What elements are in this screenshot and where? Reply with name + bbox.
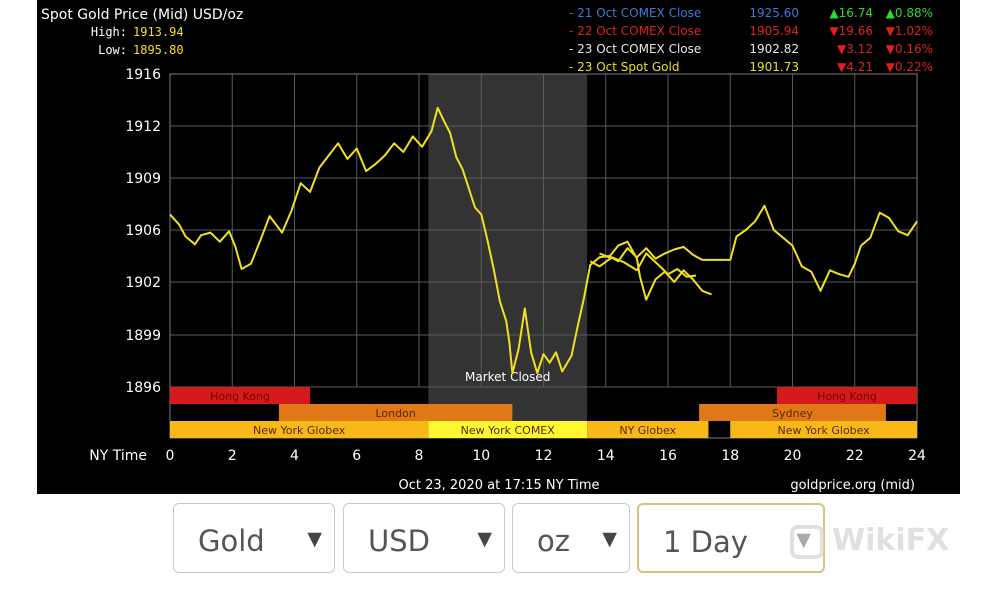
chart-selectors: Gold ▼ USD ▼ oz ▼ 1 Day ▼ bbox=[0, 503, 995, 578]
x-tick-label: 10 bbox=[472, 448, 490, 464]
timeframe-select[interactable]: 1 Day ▼ bbox=[637, 503, 825, 573]
legend-label: - 21 Oct COMEX Close bbox=[569, 6, 701, 20]
legend-label: - 23 Oct COMEX Close bbox=[569, 42, 701, 56]
session-bar bbox=[428, 421, 588, 438]
session-bar bbox=[278, 404, 513, 421]
session-label: Hong Kong bbox=[210, 390, 270, 403]
y-tick-label: 1906 bbox=[125, 223, 161, 239]
session-label: New York COMEX bbox=[461, 424, 556, 437]
x-tick-label: 8 bbox=[415, 448, 424, 464]
watermark-text: WikiFX bbox=[832, 523, 950, 558]
market-closed-region bbox=[428, 74, 588, 438]
x-tick-label: 18 bbox=[721, 448, 739, 464]
x-tick-label: 16 bbox=[659, 448, 677, 464]
session-label: Hong Kong bbox=[817, 390, 877, 403]
session-bar bbox=[730, 421, 917, 438]
legend-change: ▲16.74 bbox=[829, 6, 873, 20]
x-tick-label: 22 bbox=[846, 448, 864, 464]
session-label: London bbox=[375, 407, 415, 420]
session-label: New York Globex bbox=[778, 424, 871, 437]
high-label: High: bbox=[91, 25, 127, 39]
session-bar bbox=[587, 421, 709, 438]
watermark-icon bbox=[790, 524, 824, 559]
legend-price: 1925.60 bbox=[749, 6, 799, 20]
gold-price-chart-panel: Spot Gold Price (Mid) USD/oz High: 1913.… bbox=[37, 0, 960, 494]
x-tick-label: 4 bbox=[290, 448, 299, 464]
x-axis-label: NY Time bbox=[89, 448, 147, 464]
y-tick-label: 1902 bbox=[125, 275, 161, 291]
legend-label: - 22 Oct COMEX Close bbox=[569, 24, 701, 38]
legend-percent: ▼0.16% bbox=[886, 42, 933, 56]
legend-percent: ▲0.88% bbox=[886, 6, 933, 20]
watermark-logo: WikiFX bbox=[790, 523, 949, 559]
session-label: Sydney bbox=[772, 407, 813, 420]
session-bar bbox=[699, 404, 886, 421]
x-tick-label: 20 bbox=[784, 448, 802, 464]
y-tick-label: 1916 bbox=[125, 67, 161, 83]
legend-percent: ▼0.22% bbox=[886, 60, 933, 74]
y-tick-label: 1896 bbox=[125, 380, 161, 396]
legend-label: - 23 Oct Spot Gold bbox=[569, 60, 679, 74]
x-tick-label: 0 bbox=[166, 448, 175, 464]
chart-title: Spot Gold Price (Mid) USD/oz bbox=[41, 7, 243, 23]
legend-change: ▼19.66 bbox=[829, 24, 873, 38]
metal-select-value: Gold bbox=[198, 524, 265, 558]
legend-price: 1902.82 bbox=[749, 42, 799, 56]
y-tick-label: 1909 bbox=[125, 171, 161, 187]
unit-select-value: oz bbox=[537, 524, 570, 558]
high-value: 1913.94 bbox=[133, 25, 184, 39]
low-value: 1895.80 bbox=[133, 43, 184, 57]
timeframe-select-value: 1 Day bbox=[663, 525, 748, 559]
session-bar bbox=[170, 387, 311, 404]
unit-select[interactable]: oz ▼ bbox=[512, 503, 630, 573]
session-label: NY Globex bbox=[619, 424, 676, 437]
legend-price: 1901.73 bbox=[749, 60, 799, 74]
y-tick-label: 1899 bbox=[125, 328, 161, 344]
metal-select[interactable]: Gold ▼ bbox=[173, 503, 335, 573]
x-tick-label: 2 bbox=[228, 448, 237, 464]
legend-price: 1905.94 bbox=[749, 24, 799, 38]
x-tick-label: 12 bbox=[535, 448, 553, 464]
legend: - 21 Oct COMEX Close 1925.60 ▲16.74 ▲0.88% -… bbox=[569, 6, 933, 74]
price-series-line bbox=[599, 240, 712, 301]
legend-change: ▼3.12 bbox=[837, 42, 873, 56]
x-tick-label: 24 bbox=[908, 448, 926, 464]
currency-select-value: USD bbox=[368, 524, 430, 558]
gold-price-chart: Spot Gold Price (Mid) USD/oz High: 1913.… bbox=[41, 6, 933, 493]
chevron-down-icon: ▼ bbox=[477, 528, 492, 550]
legend-percent: ▼1.02% bbox=[886, 24, 933, 38]
chevron-down-icon: ▼ bbox=[796, 529, 811, 551]
session-bar bbox=[776, 387, 917, 404]
price-series-line bbox=[169, 106, 918, 375]
legend-change: ▼4.21 bbox=[837, 60, 873, 74]
low-label: Low: bbox=[98, 43, 127, 57]
x-tick-label: 14 bbox=[597, 448, 615, 464]
y-tick-label: 1912 bbox=[125, 119, 161, 135]
footer-date: Oct 23, 2020 at 17:15 NY Time bbox=[398, 478, 599, 493]
chevron-down-icon: ▼ bbox=[602, 528, 617, 550]
chevron-down-icon: ▼ bbox=[307, 528, 322, 550]
footer-source: goldprice.org (mid) bbox=[790, 478, 915, 493]
session-bar bbox=[170, 421, 429, 438]
market-closed-label: Market Closed bbox=[465, 370, 550, 384]
session-label: New York Globex bbox=[253, 424, 346, 437]
price-series-line bbox=[589, 252, 697, 278]
currency-select[interactable]: USD ▼ bbox=[343, 503, 505, 573]
x-tick-label: 6 bbox=[352, 448, 361, 464]
